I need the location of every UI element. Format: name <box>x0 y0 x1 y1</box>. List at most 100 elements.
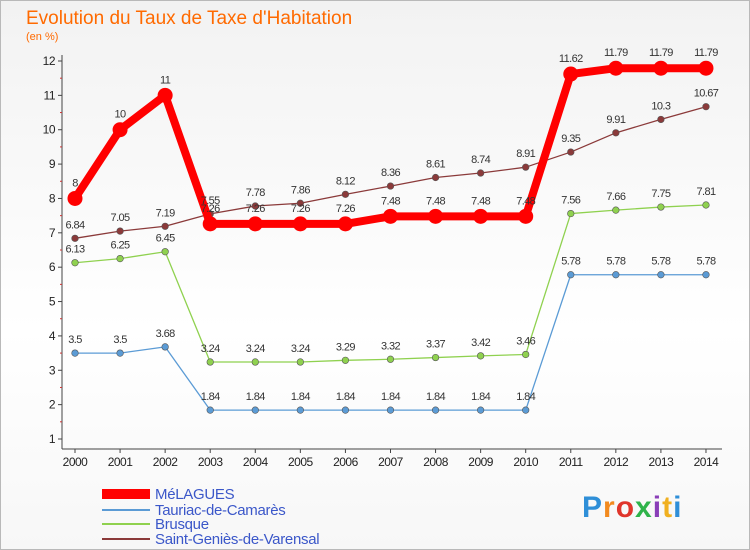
data-label: 7.81 <box>696 186 715 198</box>
data-point <box>563 66 579 82</box>
data-point <box>292 216 308 232</box>
y-tick-label: 7 <box>49 226 56 240</box>
data-point <box>698 60 714 76</box>
data-label: 7.48 <box>471 195 490 207</box>
series-2 <box>71 201 710 366</box>
data-point <box>341 190 350 198</box>
data-point <box>251 202 259 210</box>
x-tick-label: 2008 <box>423 455 449 469</box>
y-tick-label: 10 <box>43 123 56 137</box>
x-tick-label: 2001 <box>108 455 134 469</box>
data-label: 6.84 <box>65 219 84 231</box>
data-point <box>522 406 530 414</box>
y-tick-label: 5 <box>49 295 56 309</box>
logo-letter: r <box>603 491 616 524</box>
x-tick-label: 2004 <box>243 455 269 469</box>
data-point <box>161 222 169 230</box>
series-1 <box>71 271 710 414</box>
x-tick-label: 2009 <box>468 455 494 469</box>
legend-entry: Tauriac-de-Camarès <box>155 502 285 519</box>
data-point <box>296 358 304 366</box>
y-tick-label: 8 <box>49 191 56 205</box>
data-label: 3.32 <box>381 340 400 352</box>
data-label: 8.12 <box>336 175 355 187</box>
data-point <box>702 103 710 111</box>
data-point <box>612 129 620 137</box>
logo-letter: i <box>653 491 662 524</box>
data-point <box>702 201 710 209</box>
y-tick-label: 3 <box>49 363 56 377</box>
data-point <box>116 254 124 263</box>
data-point <box>431 353 440 362</box>
data-point <box>522 350 530 359</box>
y-tick-label: 4 <box>49 329 56 343</box>
data-label: 7.86 <box>291 184 310 196</box>
data-point <box>612 206 620 214</box>
data-label: 3.68 <box>156 328 175 340</box>
series-layer <box>67 60 714 414</box>
data-label: 7.78 <box>246 187 265 199</box>
data-label: 11 <box>160 74 171 86</box>
data-point <box>477 406 485 414</box>
data-label: 1.84 <box>381 391 400 403</box>
data-point <box>247 216 263 232</box>
x-tick-label: 2000 <box>63 455 89 469</box>
logo-letter: i <box>673 491 682 524</box>
data-label: 3.5 <box>68 334 82 346</box>
data-label: 8.74 <box>471 154 490 166</box>
data-label: 3.24 <box>291 343 310 355</box>
data-label: 1.84 <box>471 391 490 403</box>
data-label: 11.62 <box>559 53 583 65</box>
data-point <box>386 355 395 363</box>
data-label: 6.45 <box>156 233 175 245</box>
y-tick-label: 12 <box>43 54 56 68</box>
data-label: 5.78 <box>561 256 580 268</box>
x-tick-label: 2006 <box>333 455 359 469</box>
data-point <box>341 356 350 364</box>
data-label: 10.67 <box>694 88 719 100</box>
proxiti-logo: Proxiti <box>582 491 682 524</box>
data-label: 7.26 <box>246 203 265 215</box>
data-point <box>428 208 444 224</box>
data-label: 10.3 <box>651 100 670 112</box>
data-label: 3.37 <box>426 339 445 351</box>
data-point <box>112 122 128 138</box>
data-point <box>337 216 353 232</box>
legend-entry: MéLAGUES <box>155 486 235 503</box>
data-label: 3.46 <box>516 335 535 347</box>
x-tick-label: 2003 <box>198 455 224 469</box>
data-label: 3.29 <box>336 341 355 353</box>
x-tick-label: 2005 <box>288 455 314 469</box>
data-point <box>608 60 624 76</box>
data-point <box>206 358 214 366</box>
chart-subtitle: (en %) <box>26 31 58 43</box>
data-labels: 8 10 11 7.26 7.26 7.26 7.26 7.48 7.48 7.48 7.48 11.… <box>65 47 719 403</box>
data-point <box>386 182 395 190</box>
data-label: 7.56 <box>561 195 580 207</box>
data-label: 7.19 <box>156 207 175 219</box>
data-label: 7.48 <box>516 195 535 207</box>
logo-letter: x <box>635 491 653 524</box>
data-point <box>71 259 79 267</box>
data-label: 7.26 <box>291 203 310 215</box>
data-point <box>477 169 485 177</box>
logo-letter: o <box>616 491 635 524</box>
data-point <box>157 87 173 103</box>
data-point <box>161 343 169 351</box>
data-point <box>202 216 218 232</box>
data-label: 6.25 <box>111 240 130 252</box>
data-point <box>341 406 350 414</box>
data-point <box>702 271 710 279</box>
data-point <box>161 248 169 256</box>
data-label: 7.05 <box>111 212 130 224</box>
data-label: 7.48 <box>381 195 400 207</box>
data-label: 3.5 <box>113 334 127 346</box>
data-point <box>251 358 259 366</box>
data-point <box>518 208 534 224</box>
y-tick-label: 1 <box>49 432 56 446</box>
legend-entry: Saint-Geniès-de-Varensal <box>155 531 319 548</box>
data-label: 1.84 <box>201 391 220 403</box>
data-label: 6.13 <box>65 244 84 256</box>
data-point <box>657 115 665 124</box>
